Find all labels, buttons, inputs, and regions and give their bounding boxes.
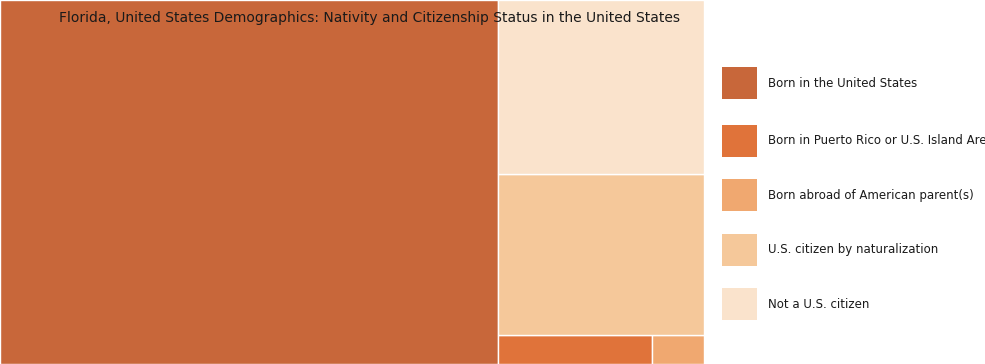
Text: Not a U.S. citizen: Not a U.S. citizen (768, 298, 870, 310)
Bar (722, 67, 757, 99)
Text: Florida, United States Demographics: Nativity and Citizenship Status in the Unit: Florida, United States Demographics: Nat… (59, 11, 680, 25)
Bar (498, 0, 704, 174)
Bar (498, 335, 652, 364)
Bar (652, 335, 704, 364)
Bar (722, 288, 757, 320)
Bar (722, 179, 757, 211)
Bar (722, 234, 757, 266)
Text: U.S. citizen by naturalization: U.S. citizen by naturalization (768, 243, 939, 256)
Text: Born abroad of American parent(s): Born abroad of American parent(s) (768, 189, 974, 202)
Text: Born in Puerto Rico or U.S. Island Areas: Born in Puerto Rico or U.S. Island Areas (768, 134, 985, 147)
Bar (0, 0, 498, 364)
Text: Born in the United States: Born in the United States (768, 77, 918, 90)
Bar (722, 125, 757, 157)
Bar (498, 174, 704, 335)
